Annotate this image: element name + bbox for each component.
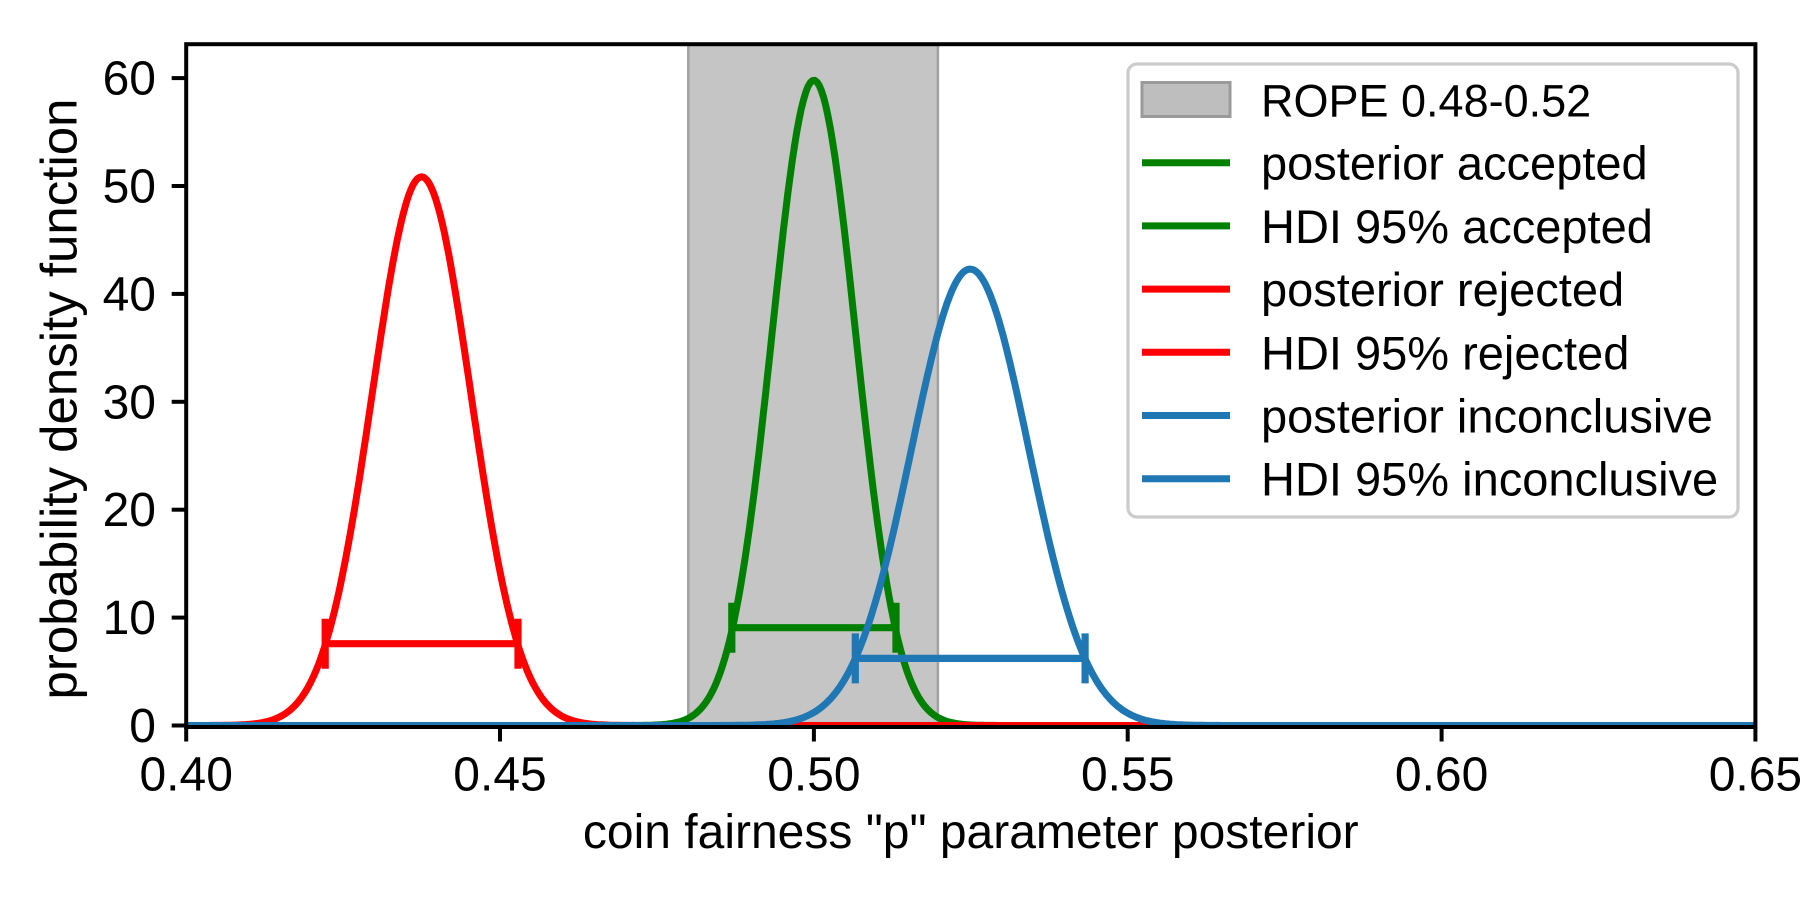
svg-text:coin fairness "p" parameter po: coin fairness "p" parameter posterior: [583, 806, 1359, 859]
svg-text:40: 40: [103, 268, 156, 321]
svg-text:0: 0: [129, 700, 156, 753]
svg-text:0.45: 0.45: [453, 749, 546, 802]
svg-text:0.40: 0.40: [139, 749, 232, 802]
svg-text:0.50: 0.50: [767, 749, 860, 802]
svg-text:20: 20: [103, 484, 156, 537]
svg-text:50: 50: [103, 161, 156, 214]
svg-text:ROPE 0.48-0.52: ROPE 0.48-0.52: [1261, 76, 1591, 127]
svg-text:HDI 95% inconclusive: HDI 95% inconclusive: [1261, 453, 1718, 506]
svg-text:0.55: 0.55: [1081, 749, 1174, 802]
svg-text:posterior inconclusive: posterior inconclusive: [1261, 390, 1713, 443]
svg-text:30: 30: [103, 376, 156, 429]
svg-text:probability density function: probability density function: [31, 98, 88, 699]
svg-text:HDI 95% rejected: HDI 95% rejected: [1261, 326, 1629, 379]
svg-text:0.60: 0.60: [1395, 749, 1488, 802]
svg-text:10: 10: [103, 592, 156, 645]
svg-text:posterior accepted: posterior accepted: [1261, 137, 1648, 190]
svg-text:HDI 95% accepted: HDI 95% accepted: [1261, 200, 1653, 253]
svg-text:posterior rejected: posterior rejected: [1261, 263, 1624, 316]
svg-text:60: 60: [103, 53, 156, 106]
svg-text:0.65: 0.65: [1709, 749, 1800, 802]
